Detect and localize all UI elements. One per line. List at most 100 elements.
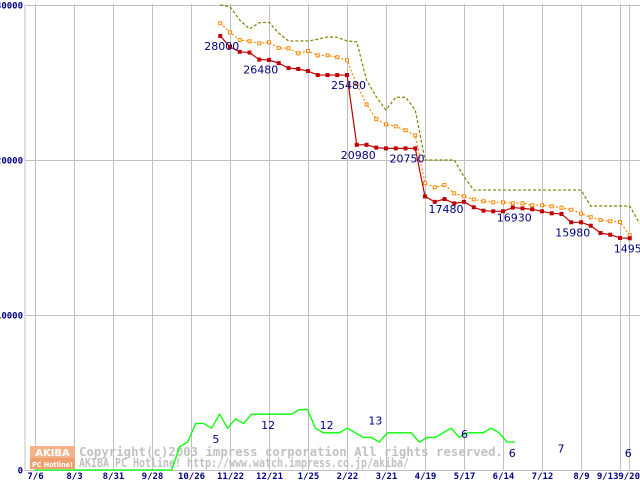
x-tick-label: 2/22 [337, 472, 359, 480]
x-tick-label: 12/21 [256, 472, 283, 480]
x-tick-label: 9/20 [618, 472, 640, 480]
min-price-point [598, 231, 603, 236]
min-price-point [462, 199, 466, 204]
min-price-point [452, 201, 457, 206]
series-layer [35, 4, 640, 471]
min-price-point [286, 66, 291, 71]
y-axis-ticks: 0 10000 20000 30000 [0, 2, 23, 477]
x-tick-label: 7/6 [27, 472, 43, 480]
min-price-point [530, 207, 535, 212]
y-tick-label: 30000 [0, 2, 23, 12]
min-price-point [257, 57, 262, 62]
x-tick-label: 8/3 [66, 472, 82, 480]
min-price-point [442, 197, 447, 202]
annotations: 28000 26480 25480 20980 20750 17480 16930 15980… [204, 40, 640, 460]
min-price-point [296, 67, 301, 72]
price-label: 28000 [204, 40, 239, 53]
average-price-point [257, 41, 262, 46]
average-price-point [579, 211, 583, 216]
min-price-point [627, 236, 632, 241]
min-price-point [588, 223, 593, 228]
average-price-point [432, 185, 437, 190]
x-tick-label: 1/25 [298, 472, 320, 480]
min-price-point [247, 50, 252, 55]
min-price-point [540, 209, 544, 214]
x-tick-label: 7/12 [532, 472, 554, 480]
min-price-point [569, 220, 574, 225]
average-price-point [481, 199, 486, 204]
average-price-point [247, 39, 252, 44]
average-price-point [286, 46, 291, 51]
count-label: 7 [558, 442, 565, 455]
min-price-point [579, 220, 583, 225]
min-price-point [218, 34, 223, 38]
min-price-point [374, 145, 379, 150]
min-price-point [276, 61, 281, 66]
min-price-point [384, 146, 388, 151]
average-price-point [374, 117, 379, 122]
shop-count-line [35, 408, 516, 471]
average-price-point [345, 58, 349, 63]
average-price-point [452, 191, 457, 196]
y-tick-label: 10000 [0, 312, 23, 322]
average-price-point [237, 38, 242, 43]
x-tick-label: 9/13 [597, 472, 619, 480]
price-label: 14950 [614, 242, 640, 255]
min-price-point [237, 49, 242, 54]
logo-bottom-text: PC Hotline! [32, 461, 73, 469]
url-text: AKIBA PC Hotline! http://www.watch.impre… [79, 456, 409, 470]
average-price-point [423, 181, 427, 186]
average-price-point [403, 128, 408, 133]
price-label: 20980 [341, 149, 376, 162]
average-price-point [491, 200, 496, 205]
x-tick-label: 5/17 [454, 472, 476, 480]
x-tick-label: 8/31 [103, 472, 125, 480]
min-price-point [403, 146, 408, 151]
average-price-point [325, 53, 330, 58]
average-price-point [335, 55, 340, 60]
count-label: 6 [461, 428, 468, 441]
count-label: 6 [509, 447, 516, 460]
average-price-point [364, 102, 369, 107]
x-tick-label: 8/9 [573, 472, 589, 480]
x-tick-label: 4/19 [415, 472, 437, 480]
average-price-point [218, 21, 223, 26]
min-price-point [354, 142, 359, 147]
average-price-point [296, 51, 301, 56]
min-price-point [481, 208, 486, 213]
average-price-point [540, 203, 544, 208]
average-price-point [471, 197, 476, 202]
y-tick-label: 0 [18, 467, 23, 477]
min-price-point [471, 205, 476, 210]
min-price-point [364, 142, 369, 147]
x-tick-label: 11/22 [217, 472, 244, 480]
min-price-point [315, 73, 320, 78]
min-price-point [228, 44, 232, 49]
logo-top-box [30, 446, 75, 458]
y-tick-label: 20000 [0, 157, 23, 167]
price-label: 25480 [331, 79, 366, 92]
average-price-point [384, 122, 388, 127]
logo-bottom-box [30, 458, 75, 469]
min-price-point [510, 205, 515, 210]
min-price-point [335, 73, 340, 78]
price-label: 17480 [429, 203, 464, 216]
average-price-point [462, 194, 466, 199]
x-tick-label: 9/28 [142, 472, 164, 480]
min-price-point [345, 73, 349, 78]
min-price-point [549, 211, 554, 216]
min-price-point [501, 209, 505, 214]
average-price-point [442, 182, 447, 187]
average-price-point [559, 205, 564, 210]
average-price-point [354, 82, 359, 87]
x-tick-label: 6/14 [493, 472, 515, 480]
x-tick-label: 3/21 [376, 472, 398, 480]
average-price-point [315, 53, 320, 58]
count-label: 6 [625, 447, 632, 460]
average-price-point [618, 220, 622, 224]
min-price-point [393, 146, 398, 151]
count-label: 13 [368, 415, 382, 428]
watermark: AKIBA PC Hotline! Copyright(c)2003 impre… [30, 445, 503, 470]
min-price-point [491, 209, 496, 214]
copyright-text: Copyright(c)2003 impress corporation All… [79, 445, 503, 459]
